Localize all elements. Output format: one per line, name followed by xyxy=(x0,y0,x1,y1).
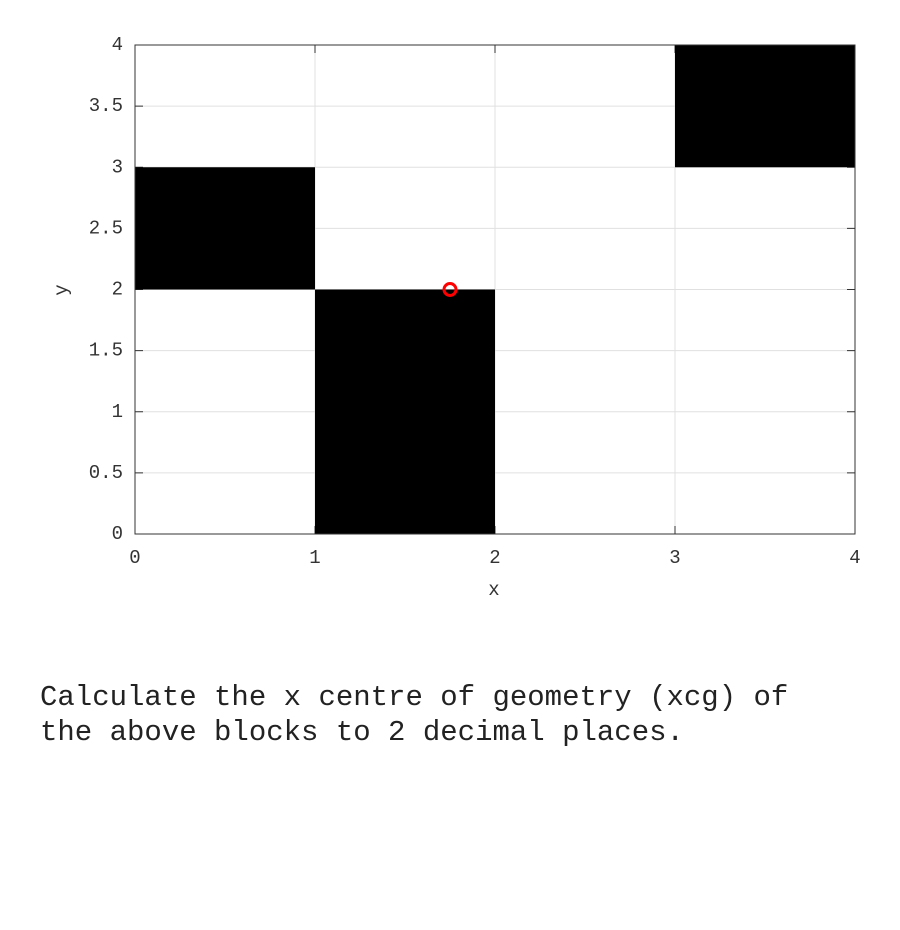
centroid-marker xyxy=(442,282,458,297)
block xyxy=(675,45,855,168)
y-tick-label: 2 xyxy=(112,279,123,301)
x-axis-label: x xyxy=(488,579,499,601)
y-tick-label: 1 xyxy=(112,401,123,423)
x-tick-label: 3 xyxy=(669,547,680,569)
y-tick-label: 3.5 xyxy=(89,95,123,117)
plot-frame xyxy=(134,44,856,535)
y-axis-label: y xyxy=(51,284,73,295)
y-tick-label: 0.5 xyxy=(89,462,123,484)
x-tick-label: 0 xyxy=(129,547,140,569)
chart: x y 0 0.5 1 1.5 2 2.5 3 3.5 4 0 1 2 3 4 xyxy=(51,34,861,601)
x-tick-label: 4 xyxy=(849,547,860,569)
block xyxy=(315,289,495,534)
y-tick-label: 3 xyxy=(112,156,123,178)
y-tick-label: 2.5 xyxy=(89,217,123,239)
x-tick-label: 1 xyxy=(309,547,320,569)
question-text: Calculate the x centre of geometry (xcg)… xyxy=(40,681,789,749)
x-tick-label: 2 xyxy=(489,547,500,569)
y-tick-label: 0 xyxy=(112,523,123,545)
block xyxy=(135,167,315,290)
y-tick-label: 4 xyxy=(112,34,123,56)
y-tick-label: 1.5 xyxy=(89,340,123,362)
